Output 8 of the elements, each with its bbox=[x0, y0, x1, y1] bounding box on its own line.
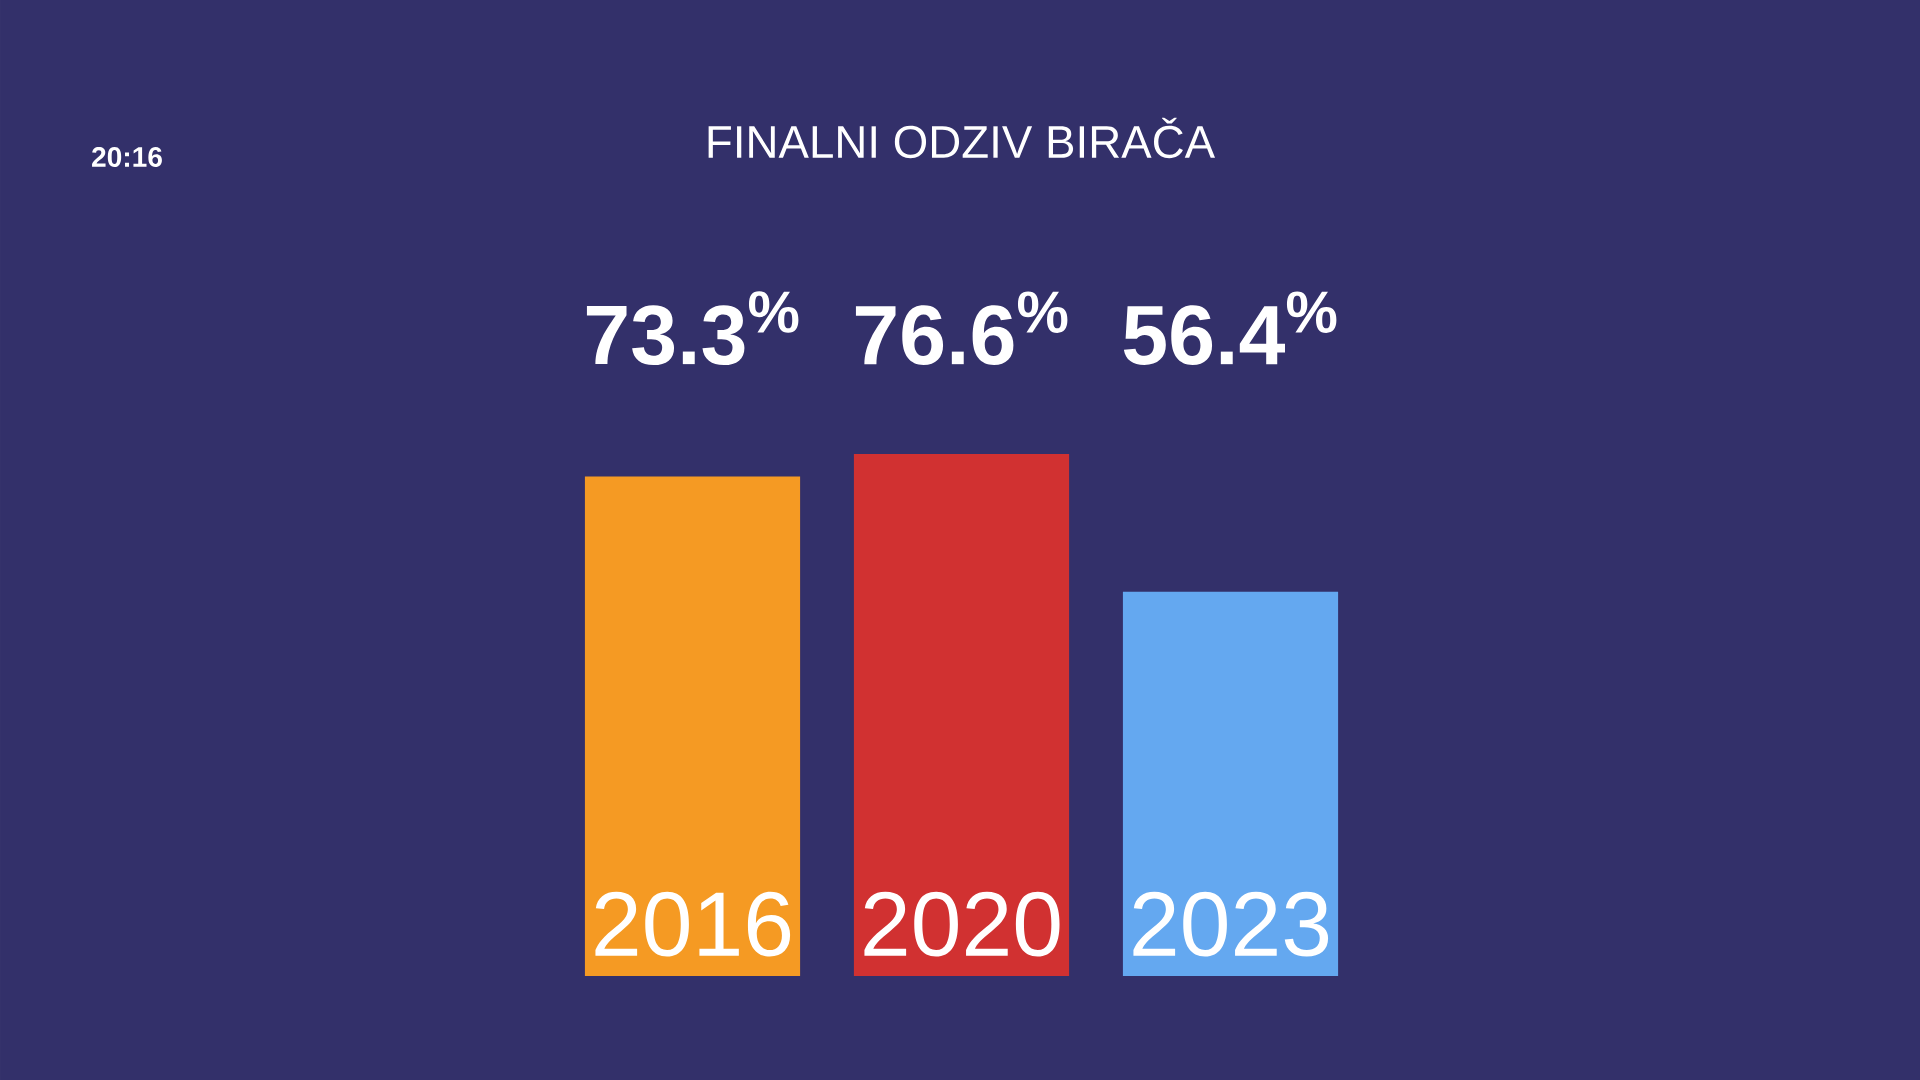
x-tick-label: 2023 bbox=[1133, 891, 1329, 957]
x-tick-label: 2016 bbox=[595, 891, 791, 957]
data-label: 76.6$^{%}$ bbox=[855, 291, 1068, 366]
x-tick-label: 2020 bbox=[864, 891, 1060, 957]
text: 20:16 bbox=[92, 147, 162, 167]
data-label: 56.4$^{%}$ bbox=[1123, 291, 1337, 366]
data-label: 73.3$^{%}$ bbox=[586, 291, 799, 366]
chart-title: FINALNI ODZIV BIRAČA bbox=[708, 117, 1216, 159]
